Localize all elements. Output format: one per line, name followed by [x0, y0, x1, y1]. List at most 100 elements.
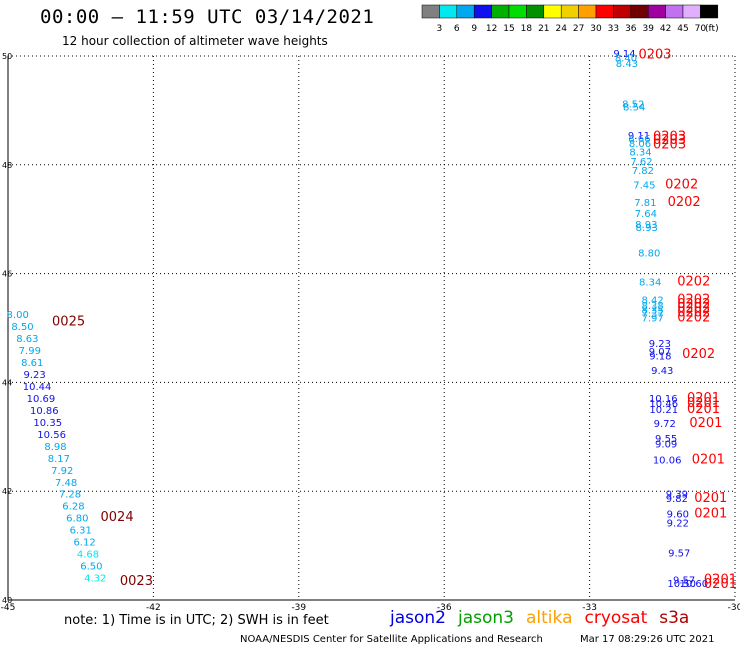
color-scale-unit: (ft)	[705, 24, 719, 34]
wave-height-point: 7.45	[633, 181, 655, 192]
wave-height-point: 7.48	[55, 478, 77, 489]
time-label: 0202	[665, 178, 698, 193]
wave-height-point: 8.34	[629, 148, 651, 159]
wave-height-point: 7.92	[51, 466, 73, 477]
page-title: 00:00 – 11:59 UTC 03/14/2021	[40, 6, 375, 28]
color-swatch	[700, 4, 719, 19]
time-label: 0201	[694, 491, 727, 506]
wave-height-point: 8.61	[21, 358, 43, 369]
wave-height-point: 10.86	[30, 406, 59, 417]
color-scale-legend: 3 6 9 12 15 18 21 24 27 30 33 36 39 42 45 70(ft)	[421, 4, 719, 34]
time-label: 0201	[704, 573, 737, 588]
wave-height-point: 9.39	[666, 490, 688, 501]
wave-height-point: 10.06	[653, 455, 682, 466]
color-scale-tick-label: 39	[642, 24, 654, 34]
wave-height-point: 9.14	[613, 49, 635, 60]
time-label: 0203	[638, 48, 671, 63]
wave-height-point: 9.22	[667, 519, 689, 530]
satellite-legend-cryosat: cryosat	[584, 608, 648, 628]
wave-height-point: 10.60	[679, 579, 708, 590]
time-label: 0202	[682, 347, 715, 362]
wave-height-point: 9.57	[668, 548, 690, 559]
wave-height-point: 8.93	[635, 220, 657, 231]
wave-height-point: 8.50	[11, 322, 33, 333]
wave-height-point: 9.23	[649, 339, 671, 350]
color-scale-tick-label: 12	[486, 24, 497, 34]
time-label: 0202	[677, 301, 710, 316]
wave-height-point: 8.00	[7, 310, 29, 321]
wave-height-point: 7.64	[635, 209, 657, 220]
wave-height-point: 8.93	[636, 223, 658, 234]
wave-height-point: 10.35	[33, 418, 62, 429]
wave-height-point: 4.32	[84, 574, 106, 585]
satellite-legend-altika: altika	[526, 608, 573, 628]
time-label: 0202	[677, 293, 710, 308]
time-label: 0024	[101, 510, 134, 525]
wave-height-point: 9.07	[649, 347, 671, 358]
time-label: 0023	[120, 574, 153, 589]
y-tick-label: 46	[2, 270, 12, 279]
wave-height-point: 7.28	[59, 490, 81, 501]
wave-height-point: 4.68	[77, 550, 99, 561]
time-label: 0201	[689, 416, 722, 431]
wave-height-point: 6.12	[73, 538, 95, 549]
wave-height-point: 9.82	[666, 494, 688, 505]
wave-height-point: 9.09	[655, 440, 677, 451]
time-label: 0201	[704, 577, 737, 592]
y-tick-label: 50	[2, 52, 12, 61]
time-label: 0201	[687, 402, 720, 417]
time-label: 0201	[694, 506, 727, 521]
time-label: 0202	[668, 195, 701, 210]
satellite-legend-jason2: jason2	[390, 608, 446, 628]
color-scale-tick-label: 36	[625, 24, 637, 34]
page-subtitle: 12 hour collection of altimeter wave hei…	[62, 34, 328, 48]
x-tick-label: -30	[728, 603, 740, 612]
color-scale-tick-label: 27	[573, 24, 584, 34]
wave-height-point: 9.18	[649, 352, 671, 363]
wave-height-point: 8.34	[639, 278, 661, 289]
wave-height-point: 7.99	[19, 346, 41, 357]
wave-height-chart: -45 -42 -39 -36 -33 -304042444648508.008.508.…	[1, 48, 740, 612]
wave-height-point: 8.42	[641, 296, 663, 307]
color-scale-tick-label: 15	[503, 24, 514, 34]
color-scale-tick-label: 24	[555, 24, 567, 34]
wave-height-point: 8.38	[641, 301, 663, 312]
y-tick-label: 44	[2, 378, 12, 387]
credit-text: NOAA/NESDIS Center for Satellite Applica…	[240, 634, 543, 645]
wave-height-point: 8.52	[622, 100, 644, 111]
time-label: 0201	[687, 391, 720, 406]
color-scale-tick-label: 21	[538, 24, 549, 34]
x-tick-label: -36	[437, 603, 452, 612]
y-tick-label: 42	[2, 487, 12, 496]
time-label: 0203	[653, 133, 686, 148]
wave-height-point: 9.23	[24, 370, 46, 381]
wave-height-point: 8.54	[623, 102, 645, 113]
y-tick-label: 40	[2, 596, 12, 605]
time-label: 0202	[677, 306, 710, 321]
wave-height-point: 9.72	[654, 419, 676, 430]
y-tick-label: 48	[2, 161, 12, 170]
wave-height-point: 9.43	[651, 366, 673, 377]
wave-height-point: 8.66	[628, 134, 650, 145]
color-scale-tick-label: 33	[608, 24, 619, 34]
wave-height-point: 9.57	[673, 576, 695, 587]
wave-height-point: 10.44	[23, 382, 52, 393]
color-scale-tick-label: 9	[471, 24, 477, 34]
wave-height-point: 8.98	[44, 442, 66, 453]
wave-height-point: 7.82	[632, 166, 654, 177]
color-scale-tick-label: 3	[437, 24, 443, 34]
color-scale-tick-label: 42	[660, 24, 671, 34]
x-tick-label: -45	[1, 603, 16, 612]
wave-height-point: 10.56	[37, 430, 66, 441]
wave-height-point: 6.31	[70, 526, 92, 537]
color-scale-tick-label: 70	[695, 24, 707, 34]
wave-height-point: 6.50	[80, 562, 102, 573]
wave-height-point: 7.97	[641, 313, 663, 324]
wave-height-point: 7.62	[630, 157, 652, 168]
time-label: 0203	[653, 129, 686, 144]
satellite-legend: jason2 jason3 altika cryosat s3a	[390, 608, 701, 628]
color-scale-tick-label: 30	[590, 24, 602, 34]
time-label: 0202	[677, 275, 710, 290]
color-scale-tick-label: 18	[521, 24, 533, 34]
wave-height-point: 8.80	[638, 249, 660, 260]
